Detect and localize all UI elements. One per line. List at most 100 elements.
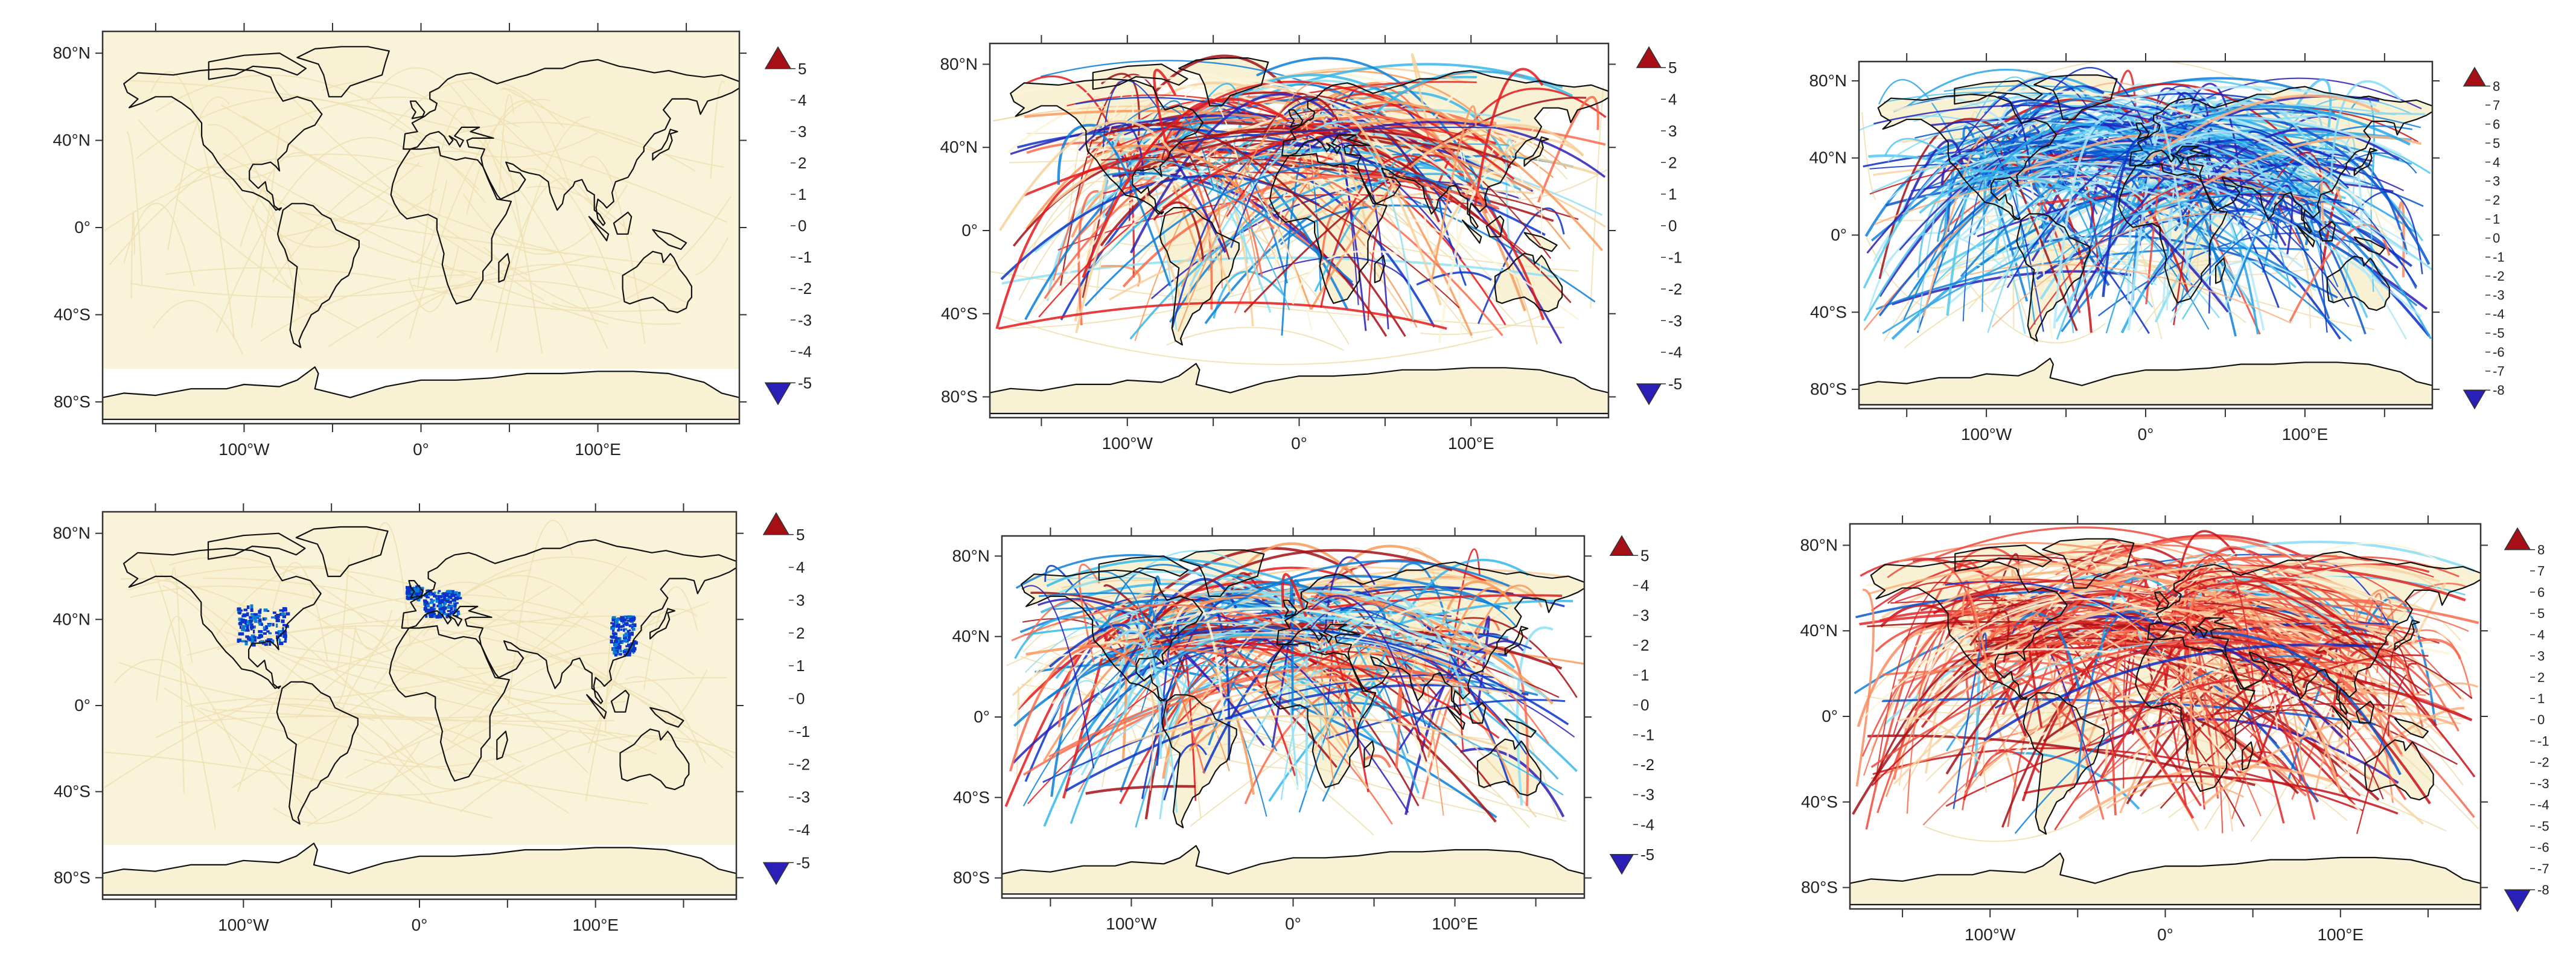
flight-track bbox=[2185, 553, 2256, 701]
hotspot-cell bbox=[429, 593, 432, 596]
colorbar-label: 0 bbox=[796, 690, 805, 708]
flight-track bbox=[1310, 144, 1464, 310]
coastline bbox=[389, 625, 510, 782]
hotspot-cell bbox=[407, 589, 410, 591]
flight-track-faint bbox=[298, 211, 675, 267]
map-content bbox=[990, 53, 1608, 415]
flight-track bbox=[1855, 588, 1875, 787]
hotspot-cell bbox=[628, 633, 632, 636]
hotspot-cell bbox=[618, 627, 620, 631]
coastline bbox=[2394, 619, 2420, 651]
hotspot-cell bbox=[442, 606, 447, 610]
hotspot-cell bbox=[253, 629, 255, 634]
flight-track-faint bbox=[346, 724, 433, 805]
flight-track bbox=[1478, 207, 1565, 324]
hotspot-cell bbox=[253, 613, 258, 616]
hotspot-cell bbox=[279, 639, 281, 642]
lat-label: 40°N bbox=[53, 610, 91, 628]
coastline bbox=[1523, 232, 1558, 252]
flight-track-faint bbox=[104, 751, 493, 819]
lat-label: 80°N bbox=[952, 546, 990, 565]
colorbar-label: 8 bbox=[2537, 542, 2545, 557]
hotspot-cell bbox=[457, 597, 462, 599]
coastline bbox=[1494, 252, 1563, 313]
lat-label: 80°N bbox=[1800, 535, 1838, 554]
colorbar-label: 1 bbox=[1668, 185, 1677, 203]
hotspot-cell bbox=[623, 628, 625, 632]
colorbar-label: -4 bbox=[1640, 815, 1654, 833]
flight-track bbox=[1330, 142, 1389, 330]
hotspot-cell bbox=[453, 602, 456, 604]
flight-track-faint bbox=[1190, 622, 1480, 827]
flight-track-faint bbox=[222, 170, 388, 248]
hotspot-cell bbox=[622, 642, 624, 644]
hotspot-cell bbox=[610, 639, 613, 644]
flight-track bbox=[1883, 91, 2351, 196]
flight-track-faint bbox=[104, 615, 662, 788]
hotspot-cell bbox=[619, 653, 622, 656]
flight-track bbox=[2155, 575, 2438, 727]
coastline bbox=[123, 547, 322, 689]
colorbar-min-triangle bbox=[2463, 389, 2487, 410]
flight-track-faint bbox=[307, 716, 508, 827]
hotspot-cell bbox=[624, 634, 629, 637]
map-panel-p6: 80°N 40°N 0° 40°S 80°S 100°W 0° 100°E 8 7 6 5 4 3 2 1 0 -… bbox=[1800, 515, 2549, 944]
flight-track bbox=[1906, 69, 2137, 136]
flight-track bbox=[1077, 190, 1099, 325]
colorbar-label: -2 bbox=[1668, 280, 1682, 298]
colorbar-label: -1 bbox=[798, 248, 812, 266]
hotspot-cell bbox=[622, 649, 627, 654]
flight-track bbox=[2210, 631, 2475, 818]
flight-track bbox=[1103, 171, 1353, 283]
hotspot-cell bbox=[610, 635, 613, 639]
flight-track bbox=[1312, 599, 1459, 753]
hotspot-cell bbox=[617, 637, 620, 640]
hotspot-cell bbox=[265, 625, 269, 629]
flight-track bbox=[2031, 644, 2473, 722]
coastline bbox=[2353, 236, 2385, 255]
hotspot-cell bbox=[406, 585, 408, 590]
coastline bbox=[1504, 718, 1537, 738]
flight-track bbox=[1123, 159, 1290, 311]
hotspot-cell bbox=[426, 596, 430, 599]
hotspot-cell bbox=[263, 632, 267, 635]
hotspot-cell bbox=[252, 616, 256, 620]
flight-track-faint bbox=[223, 152, 608, 325]
flight-track bbox=[1114, 106, 1214, 190]
land-fill bbox=[103, 843, 736, 895]
coastline bbox=[2394, 718, 2429, 739]
hotspot-cell bbox=[424, 594, 429, 597]
flight-track bbox=[2185, 546, 2279, 640]
hotspot-cell bbox=[448, 613, 452, 617]
hotspot-cell bbox=[615, 624, 620, 628]
colorbar-label: 3 bbox=[1640, 606, 1649, 624]
hotspot-cell bbox=[632, 627, 636, 631]
hotspot-cell bbox=[274, 614, 279, 619]
hotspot-cell bbox=[439, 615, 442, 619]
hotspot-cell bbox=[408, 587, 413, 591]
colorbar-label: -1 bbox=[796, 722, 810, 741]
hotspot-cell bbox=[277, 630, 281, 633]
land-fill bbox=[1524, 232, 1557, 252]
flight-track bbox=[1014, 616, 1129, 659]
flight-track-faint bbox=[250, 127, 281, 328]
hotspot-cell bbox=[445, 590, 450, 593]
flight-track bbox=[2136, 564, 2438, 728]
flight-track bbox=[2042, 705, 2300, 794]
flight-track bbox=[1169, 83, 1241, 159]
flight-track bbox=[1164, 645, 1500, 739]
flight-track-faint bbox=[373, 556, 648, 689]
flight-track bbox=[2303, 138, 2363, 229]
hotspot-cell bbox=[445, 599, 450, 604]
flight-track bbox=[2164, 679, 2295, 699]
flight-track bbox=[1084, 162, 1452, 307]
hotspot-cell bbox=[614, 642, 618, 646]
flight-track bbox=[2153, 547, 2305, 623]
flight-track-faint bbox=[272, 150, 489, 282]
flight-track bbox=[1861, 598, 2163, 719]
flight-track bbox=[2076, 610, 2154, 783]
lon-label: 0° bbox=[413, 440, 429, 459]
flight-track-faint bbox=[162, 585, 230, 643]
coastline bbox=[2154, 591, 2170, 610]
flight-track bbox=[1304, 594, 1427, 762]
